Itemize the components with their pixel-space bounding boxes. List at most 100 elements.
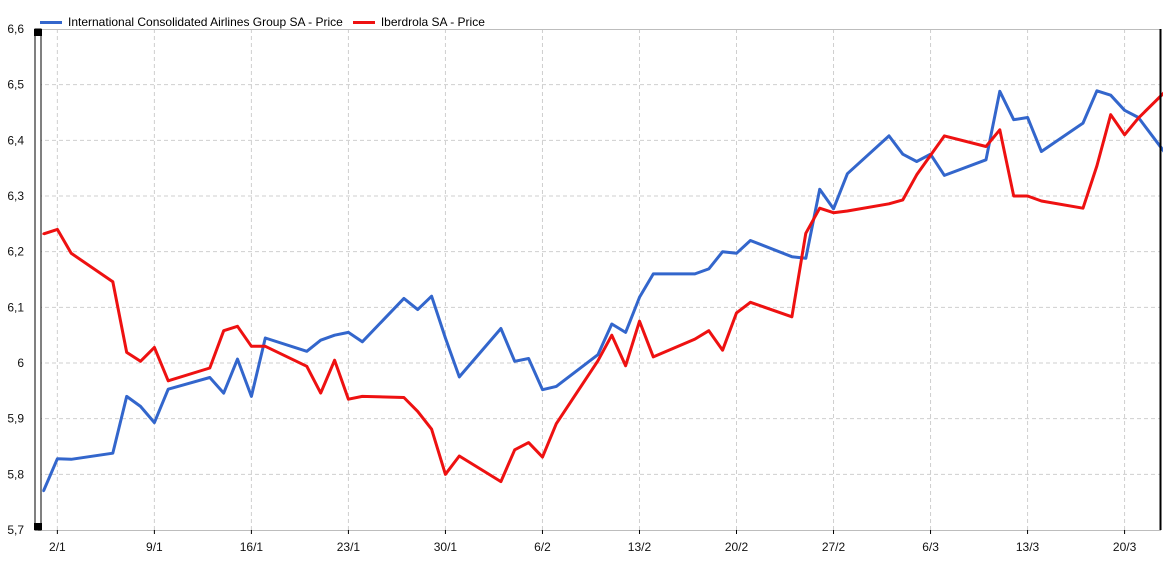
- x-tick-label: 13/2: [628, 540, 652, 554]
- data-point: [887, 134, 891, 138]
- data-point: [693, 337, 697, 341]
- data-point: [444, 473, 447, 476]
- data-point: [998, 90, 1002, 93]
- legend-item-airlines[interactable]: International Consolidated Airlines Grou…: [40, 15, 343, 29]
- data-point: [305, 365, 309, 368]
- data-point: [527, 441, 530, 444]
- legend-item-iberdrola[interactable]: Iberdrola SA - Price: [352, 15, 485, 29]
- data-point: [887, 202, 891, 205]
- data-point: [929, 154, 932, 157]
- legend-label-iberdrola: Iberdrola SA - Price: [380, 15, 485, 29]
- data-point: [541, 388, 544, 391]
- data-point: [319, 338, 322, 342]
- y-tick-label: 6,4: [7, 133, 24, 147]
- range-slider-left-bar[interactable]: [34, 28, 42, 531]
- x-tick-label: 6/3: [922, 540, 939, 554]
- data-point: [125, 395, 128, 398]
- data-point: [416, 410, 419, 413]
- data-point: [790, 255, 794, 258]
- data-point: [1040, 150, 1043, 153]
- data-point: [1095, 89, 1099, 92]
- data-point: [832, 207, 835, 211]
- data-point: [610, 333, 613, 337]
- data-point: [347, 331, 350, 334]
- data-point: [652, 355, 655, 359]
- data-point: [402, 396, 406, 399]
- x-tick-label: 20/3: [1113, 540, 1137, 554]
- data-point: [42, 232, 45, 236]
- data-point: [416, 308, 419, 311]
- data-point: [513, 448, 516, 452]
- data-point: [818, 207, 821, 210]
- data-point: [70, 252, 73, 255]
- series-line-0[interactable]: [42, 89, 1163, 492]
- data-point: [264, 345, 267, 348]
- legend: International Consolidated Airlines Grou…: [40, 15, 485, 29]
- data-point: [42, 489, 45, 493]
- data-point: [832, 211, 835, 214]
- series-line-1[interactable]: [43, 77, 1163, 484]
- x-tick-label: 23/1: [337, 540, 361, 554]
- grid: [38, 29, 1160, 530]
- y-tick-label: 6: [17, 356, 24, 370]
- data-point: [998, 128, 1002, 131]
- data-point: [915, 160, 918, 163]
- data-point: [1012, 194, 1015, 198]
- data-point: [222, 329, 225, 332]
- data-point: [111, 451, 115, 455]
- data-point: [555, 385, 558, 388]
- legend-swatch-airlines: [40, 20, 62, 24]
- data-point: [1081, 121, 1085, 125]
- data-point: [250, 395, 253, 398]
- range-slider-left[interactable]: [34, 28, 42, 531]
- data-point: [236, 357, 239, 361]
- data-point: [347, 397, 350, 401]
- data-point: [624, 331, 627, 334]
- data-point: [264, 336, 267, 340]
- data-point: [250, 345, 253, 348]
- data-point: [56, 228, 59, 231]
- data-point: [139, 405, 142, 408]
- data-point: [984, 145, 988, 148]
- data-point: [818, 188, 821, 191]
- data-point: [790, 315, 794, 318]
- data-point: [167, 379, 170, 383]
- legend-swatch-iberdrola: [352, 20, 375, 24]
- data-point: [943, 174, 946, 177]
- data-point: [125, 351, 128, 354]
- data-point: [652, 272, 655, 276]
- plot-area-frame: [38, 29, 1161, 531]
- data-point: [70, 458, 73, 461]
- x-tick-label: 13/3: [1016, 540, 1040, 554]
- x-tick-label: 30/1: [434, 540, 458, 554]
- x-tick-label: 16/1: [240, 540, 264, 554]
- data-point: [707, 329, 710, 332]
- data-point: [749, 301, 752, 304]
- data-point: [333, 333, 336, 337]
- data-point: [596, 353, 600, 356]
- range-handle-bottom[interactable]: [34, 523, 42, 530]
- data-point: [458, 454, 461, 458]
- range-handle-top[interactable]: [34, 29, 42, 36]
- data-point: [333, 359, 336, 362]
- data-point: [167, 387, 170, 391]
- data-point: [1123, 133, 1126, 136]
- data-point: [1026, 194, 1029, 198]
- data-point: [499, 480, 503, 483]
- y-tick-label: 6,5: [7, 78, 24, 92]
- data-point: [638, 296, 641, 299]
- data-point: [1095, 164, 1099, 168]
- data-point: [638, 320, 641, 323]
- data-point: [139, 360, 142, 363]
- y-tick-label: 5,7: [7, 523, 24, 537]
- data-point: [984, 158, 988, 162]
- x-tick-label: 20/2: [725, 540, 749, 554]
- data-point: [596, 359, 600, 362]
- data-point: [236, 325, 239, 328]
- data-point: [901, 153, 905, 156]
- y-tick-label: 6,1: [7, 300, 24, 314]
- data-point: [56, 457, 59, 460]
- data-point: [319, 391, 322, 395]
- y-axis: 5,7 5,8 5,9 6 6,1 6,2 6,3 6,4 6,5 6,6: [7, 22, 24, 537]
- data-point: [541, 455, 544, 459]
